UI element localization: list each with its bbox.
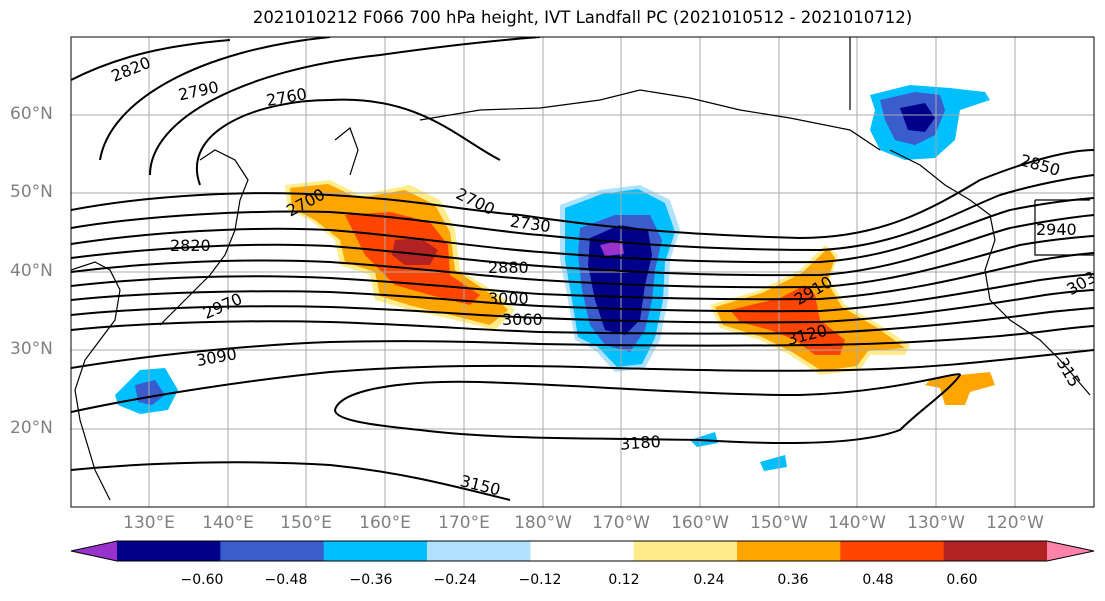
colorbar-tick-label: −0.60 <box>180 572 224 588</box>
graticule <box>71 37 1094 507</box>
lat-label: 30°N <box>10 339 53 359</box>
lat-label: 20°N <box>10 418 53 438</box>
colorbar-tick-label: 0.36 <box>777 572 809 588</box>
lat-label: 50°N <box>10 182 53 202</box>
contour-label: 3180 <box>619 432 661 454</box>
colorbar-tick-label: 0.12 <box>608 572 640 588</box>
colorbar-cell <box>427 541 531 561</box>
colorbar-cell <box>943 541 1048 561</box>
lon-label: 130°W <box>907 513 965 533</box>
colorbar-tick-label: 0.48 <box>862 572 894 588</box>
colorbar-extend-right <box>1047 541 1094 561</box>
contour-label: 3090 <box>195 344 238 370</box>
colorbar-extend-left <box>71 541 117 561</box>
colorbar-tick-label: −0.12 <box>518 572 562 588</box>
lon-label: 170°E <box>438 513 490 533</box>
colorbar-cell <box>117 541 221 561</box>
lon-label: 180°W <box>514 513 572 533</box>
map-content: 2820 2790 2760 2700 2700 2730 2820 2880 … <box>71 37 1094 507</box>
lon-label: 160°E <box>359 513 411 533</box>
contour-label: 2880 <box>488 258 529 277</box>
ivt-positive-patch-ne <box>710 245 995 405</box>
map-frame <box>70 36 1095 508</box>
lon-label: 150°W <box>750 513 808 533</box>
colorbar-cell <box>220 541 325 561</box>
lon-label: 150°E <box>280 513 332 533</box>
colorbar-tick-label: −0.36 <box>349 572 393 588</box>
colorbar-outline <box>70 540 1095 562</box>
contour-label: 2940 <box>1036 220 1077 239</box>
colorbar-cell <box>840 541 945 561</box>
colorbar <box>70 540 1095 562</box>
lon-label: 140°W <box>828 513 886 533</box>
contour-label: 3150 <box>458 471 502 499</box>
colorbar-tick-label: 0.60 <box>946 572 978 588</box>
height-contours <box>71 37 1094 501</box>
contour-label: 2820 <box>170 236 211 255</box>
figure-title: 2021010212 F066 700 hPa height, IVT Land… <box>252 8 913 27</box>
lon-label: 170°W <box>592 513 650 533</box>
lon-label: 120°W <box>986 513 1044 533</box>
colorbar-cell <box>633 541 738 561</box>
lat-label: 40°N <box>10 261 53 281</box>
ivt-negative-patch-alaska <box>870 85 990 160</box>
coastlines <box>71 37 1094 501</box>
contour-label: 2820 <box>108 53 153 86</box>
ivt-negative-patch-small <box>115 368 787 471</box>
contour-label: 315 <box>1053 354 1085 390</box>
colorbar-cells <box>117 541 1048 561</box>
contour-label: 2700 <box>453 184 498 219</box>
contour-label: 2970 <box>200 289 245 323</box>
colorbar-cell <box>737 541 841 561</box>
lon-label: 140°E <box>202 513 254 533</box>
contour-label: 3060 <box>502 310 543 329</box>
contour-label: 2760 <box>265 84 308 110</box>
lat-label: 60°N <box>10 104 53 124</box>
colorbar-cell <box>323 541 428 561</box>
colorbar-tick-label: −0.24 <box>433 572 477 588</box>
lon-label: 160°W <box>671 513 729 533</box>
colorbar-cell <box>530 541 635 561</box>
colorbar-tick-label: −0.48 <box>264 572 308 588</box>
colorbar-tick-label: 0.24 <box>693 572 725 588</box>
contour-label: 3000 <box>488 289 529 308</box>
lon-label: 130°E <box>123 513 175 533</box>
